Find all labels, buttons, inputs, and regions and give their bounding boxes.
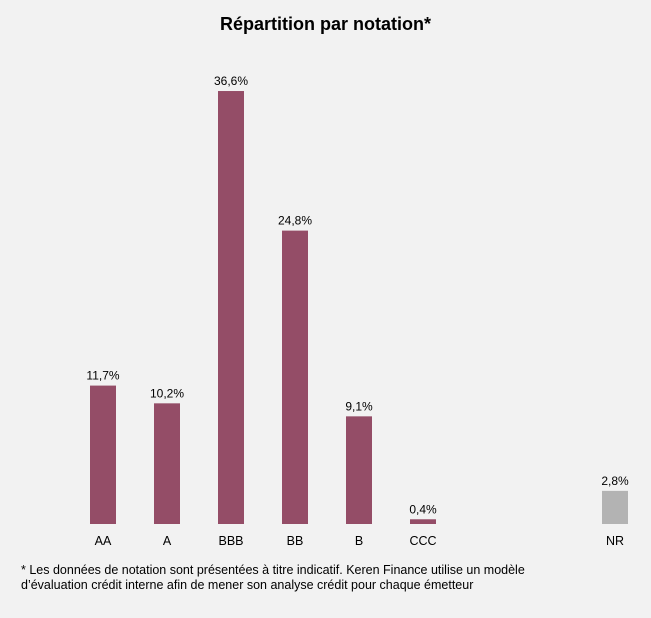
category-label-a: A (163, 534, 172, 548)
value-label-aa: 11,7% (86, 369, 119, 383)
chart-title: Répartition par notation* (220, 14, 431, 34)
bar-bb (282, 230, 308, 524)
value-label-bb: 24,8% (278, 214, 312, 228)
footnote: * Les données de notation sont présentée… (21, 563, 631, 593)
bar-b (346, 416, 372, 524)
bar-a (154, 403, 180, 524)
bar-ccc (410, 519, 436, 524)
bar-nr (602, 490, 628, 524)
category-label-bbb: BBB (218, 534, 243, 548)
footnote-line-1: * Les données de notation sont présentée… (21, 563, 525, 577)
value-label-a: 10,2% (150, 386, 184, 400)
value-label-bbb: 36,6% (214, 74, 248, 88)
value-label-ccc: 0,4% (409, 502, 437, 516)
footnote-line-2: d’évaluation crédit interne afin de mene… (21, 578, 474, 592)
value-label-b: 9,1% (345, 399, 373, 413)
category-label-nr: NR (606, 534, 624, 548)
bar-bbb (218, 91, 244, 524)
category-label-bb: BB (287, 534, 304, 548)
category-label-ccc: CCC (409, 534, 436, 548)
category-label-aa: AA (95, 534, 112, 548)
value-label-nr: 2,8% (601, 474, 629, 488)
bar-aa (90, 385, 116, 524)
category-label-b: B (355, 534, 363, 548)
bar-chart: 11,7% AA 10,2% A 36,6% BBB 24,8% BB 9,1% B 0,4% CCC… (86, 74, 629, 548)
